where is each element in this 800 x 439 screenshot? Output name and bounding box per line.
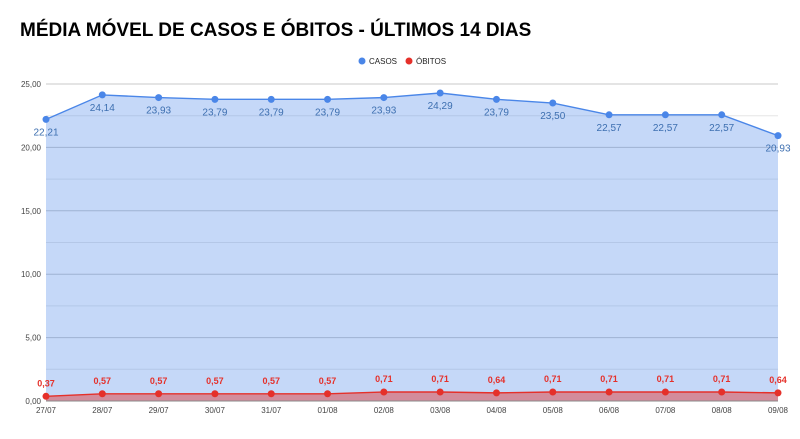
data-label: 22,57 [653, 123, 678, 134]
data-point [774, 389, 782, 397]
data-point [324, 95, 332, 103]
x-tick-label: 06/08 [599, 406, 620, 415]
data-label: 23,93 [371, 106, 396, 117]
data-label: 0,57 [94, 376, 112, 386]
x-tick-label: 29/07 [149, 406, 170, 415]
x-tick-label: 05/08 [543, 406, 564, 415]
data-label: 24,14 [90, 103, 115, 114]
data-point [549, 388, 557, 396]
data-point [718, 111, 726, 119]
data-point [155, 94, 163, 102]
data-point [661, 111, 669, 119]
data-point [155, 390, 163, 398]
data-label: 0,37 [37, 378, 55, 388]
data-point [774, 132, 782, 140]
data-point [380, 388, 388, 396]
x-tick-label: 04/08 [486, 406, 507, 415]
data-label: 22,57 [597, 123, 622, 134]
data-label: 23,93 [146, 106, 171, 117]
data-label: 24,29 [428, 101, 453, 112]
data-point [605, 111, 613, 119]
data-point [436, 89, 444, 97]
data-label: 0,71 [713, 374, 731, 384]
data-label: 23,79 [484, 107, 509, 118]
data-label: 0,64 [488, 375, 506, 385]
data-label: 0,71 [431, 374, 449, 384]
data-label: 23,79 [259, 107, 284, 118]
data-point [98, 390, 106, 398]
x-tick-label: 28/07 [92, 406, 113, 415]
x-tick-label: 30/07 [205, 406, 226, 415]
x-tick-label: 01/08 [318, 406, 339, 415]
y-tick-label: 15,00 [21, 207, 42, 216]
x-tick-label: 31/07 [261, 406, 282, 415]
data-label: 23,50 [540, 111, 565, 122]
data-label: 0,57 [150, 376, 168, 386]
data-point [605, 388, 613, 396]
data-label: 0,71 [375, 374, 393, 384]
data-point [42, 115, 50, 123]
data-label: 0,71 [657, 374, 675, 384]
series-line-casos [45, 92, 779, 137]
x-tick-label: 02/08 [374, 406, 395, 415]
chart-title: MÉDIA MÓVEL DE CASOS E ÓBITOS - ÚLTIMOS … [20, 20, 532, 41]
data-label: 0,71 [544, 374, 562, 384]
data-label: 20,93 [765, 144, 790, 155]
data-point [492, 389, 500, 397]
y-tick-label: 5,00 [25, 334, 41, 343]
data-point [436, 388, 444, 396]
legend-marker [358, 57, 366, 65]
data-label: 23,79 [315, 107, 340, 118]
data-point [549, 99, 557, 107]
y-tick-label: 10,00 [21, 270, 42, 279]
y-tick-label: 20,00 [21, 143, 42, 152]
data-point [211, 95, 219, 103]
data-point [492, 95, 500, 103]
y-tick-label: 0,00 [25, 397, 41, 406]
series-line-óbitos [45, 391, 779, 398]
data-label: 23,79 [202, 107, 227, 118]
data-point [718, 388, 726, 396]
y-tick-label: 25,00 [21, 80, 42, 89]
legend-marker [405, 57, 413, 65]
data-label: 0,57 [319, 376, 337, 386]
data-label: 22,21 [33, 127, 58, 138]
x-tick-label: 09/08 [768, 406, 789, 415]
data-label: 0,64 [769, 375, 787, 385]
data-label: 0,57 [206, 376, 224, 386]
legend-label: CASOS [369, 57, 397, 66]
data-point [98, 91, 106, 99]
data-point [42, 392, 50, 400]
x-tick-label: 03/08 [430, 406, 451, 415]
data-point [661, 388, 669, 396]
legend-label: ÓBITOS [416, 57, 446, 66]
data-label: 0,71 [600, 374, 618, 384]
series-area-casos [46, 93, 778, 401]
data-point [324, 390, 332, 398]
x-tick-label: 27/07 [36, 406, 57, 415]
data-point [267, 390, 275, 398]
data-point [380, 94, 388, 102]
data-label: 0,57 [262, 376, 280, 386]
data-point [267, 95, 275, 103]
data-label: 22,57 [709, 123, 734, 134]
data-point [211, 390, 219, 398]
x-tick-label: 07/08 [655, 406, 676, 415]
x-tick-label: 08/08 [712, 406, 733, 415]
